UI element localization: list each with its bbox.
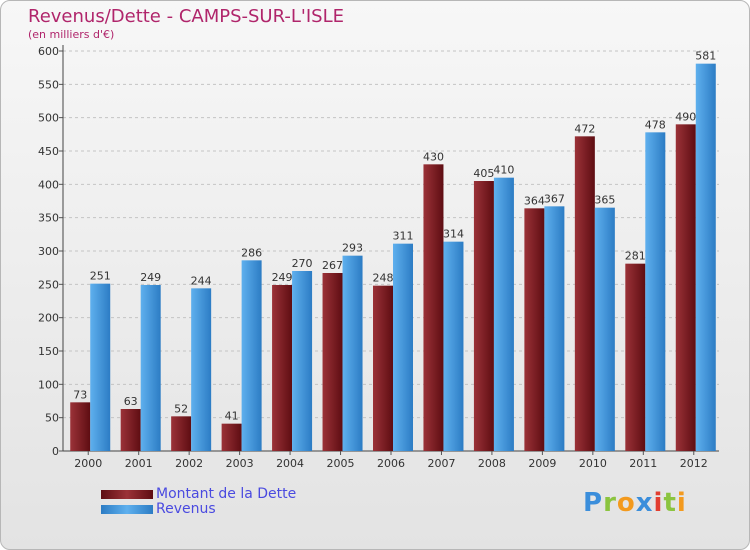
y-tick-label: 100 — [38, 378, 59, 391]
x-tick-label: 2008 — [478, 457, 506, 470]
data-label-debt: 430 — [423, 150, 444, 163]
logo-letter: r — [603, 488, 617, 518]
data-label-debt: 490 — [675, 110, 696, 123]
data-label-debt: 364 — [524, 194, 545, 207]
y-tick-label: 500 — [38, 112, 59, 125]
x-tick-label: 2005 — [327, 457, 355, 470]
x-tick-label: 2007 — [427, 457, 455, 470]
data-label-debt: 267 — [322, 259, 343, 272]
data-label-debt: 52 — [174, 402, 188, 415]
x-tick-label: 2009 — [528, 457, 556, 470]
chart-subtitle: (en milliers d'€) — [28, 28, 115, 41]
data-label-revenus: 410 — [493, 164, 514, 177]
data-label-revenus: 365 — [594, 194, 615, 207]
bar-debt — [373, 285, 393, 451]
logo-letter: i — [676, 488, 687, 518]
data-label-debt: 73 — [73, 388, 87, 401]
bar-debt — [473, 181, 494, 451]
data-label-debt: 472 — [574, 122, 595, 135]
data-label-debt: 41 — [225, 410, 239, 423]
legend-item-revenus: Revenus — [101, 502, 296, 517]
data-label-revenus: 314 — [443, 228, 464, 241]
bar-revenus — [140, 285, 161, 451]
logo-letter: o — [616, 488, 636, 518]
y-tick-label: 300 — [38, 245, 59, 258]
bar-revenus — [443, 241, 464, 451]
bar-debt — [625, 263, 646, 451]
bar-debt — [120, 409, 141, 451]
bar-debt — [675, 124, 696, 451]
legend-swatch-debt — [101, 490, 153, 499]
data-label-revenus: 581 — [695, 50, 716, 63]
chart-title: Revenus/Dette - CAMPS-SUR-L'ISLE — [28, 6, 344, 27]
data-label-revenus: 249 — [140, 271, 161, 284]
x-tick-label: 2000 — [74, 457, 102, 470]
data-label-revenus: 286 — [241, 246, 262, 259]
logo-letter: x — [635, 488, 654, 518]
data-label-revenus: 293 — [342, 242, 363, 255]
y-tick-label: 200 — [38, 312, 59, 325]
data-label-debt: 248 — [373, 272, 394, 285]
bar-revenus — [292, 271, 313, 451]
data-label-revenus: 367 — [544, 192, 565, 205]
y-tick-label: 150 — [38, 345, 59, 358]
data-label-debt: 405 — [473, 167, 494, 180]
bar-revenus — [645, 132, 666, 452]
x-tick-label: 2006 — [377, 457, 405, 470]
bar-revenus — [90, 283, 111, 451]
logo-letter: i — [653, 488, 664, 518]
y-tick-label: 350 — [38, 212, 59, 225]
y-tick-label: 250 — [38, 278, 59, 291]
bar-revenus — [544, 206, 565, 451]
x-tick-label: 2012 — [680, 457, 708, 470]
bar-debt — [272, 285, 293, 451]
y-tick-label: 450 — [38, 145, 59, 158]
data-label-debt: 249 — [272, 271, 293, 284]
y-tick-label: 0 — [52, 445, 59, 458]
bar-debt — [423, 164, 444, 452]
x-tick-label: 2003 — [226, 457, 254, 470]
legend-label-revenus: Revenus — [156, 501, 216, 517]
data-label-revenus: 311 — [393, 230, 414, 243]
bar-debt — [524, 208, 545, 451]
x-tick-label: 2001 — [125, 457, 153, 470]
data-label-debt: 281 — [625, 250, 646, 263]
bar-revenus — [241, 260, 262, 451]
data-label-revenus: 478 — [645, 118, 666, 131]
bar-debt — [221, 423, 242, 451]
logo-letter: t — [663, 488, 677, 518]
y-tick-label: 600 — [38, 45, 59, 58]
y-tick-label: 550 — [38, 78, 59, 91]
x-tick-label: 2010 — [579, 457, 607, 470]
legend-item-debt: Montant de la Dette — [101, 487, 296, 502]
x-tick-label: 2004 — [276, 457, 304, 470]
bar-revenus — [493, 177, 514, 451]
bar-revenus — [695, 63, 716, 452]
legend-label-debt: Montant de la Dette — [156, 486, 297, 502]
proxiti-logo: Proxiti — [583, 488, 687, 518]
bar-debt — [322, 273, 343, 451]
x-tick-label: 2011 — [629, 457, 657, 470]
logo-letter: P — [583, 488, 604, 518]
data-label-revenus: 244 — [191, 274, 212, 287]
data-label-debt: 63 — [124, 395, 138, 408]
x-tick-label: 2002 — [175, 457, 203, 470]
bar-debt — [171, 416, 192, 451]
bar-debt — [574, 136, 595, 452]
legend: Montant de la Dette Revenus — [101, 487, 296, 517]
legend-swatch-revenus — [101, 505, 153, 514]
bar-revenus — [594, 207, 615, 451]
bar-revenus — [191, 288, 212, 451]
bar-revenus — [393, 243, 413, 451]
y-tick-label: 400 — [38, 178, 59, 191]
bar-debt — [70, 402, 91, 451]
data-label-revenus: 270 — [292, 257, 313, 270]
bar-revenus — [342, 255, 363, 451]
y-tick-label: 50 — [45, 412, 59, 425]
data-label-revenus: 251 — [90, 270, 111, 283]
